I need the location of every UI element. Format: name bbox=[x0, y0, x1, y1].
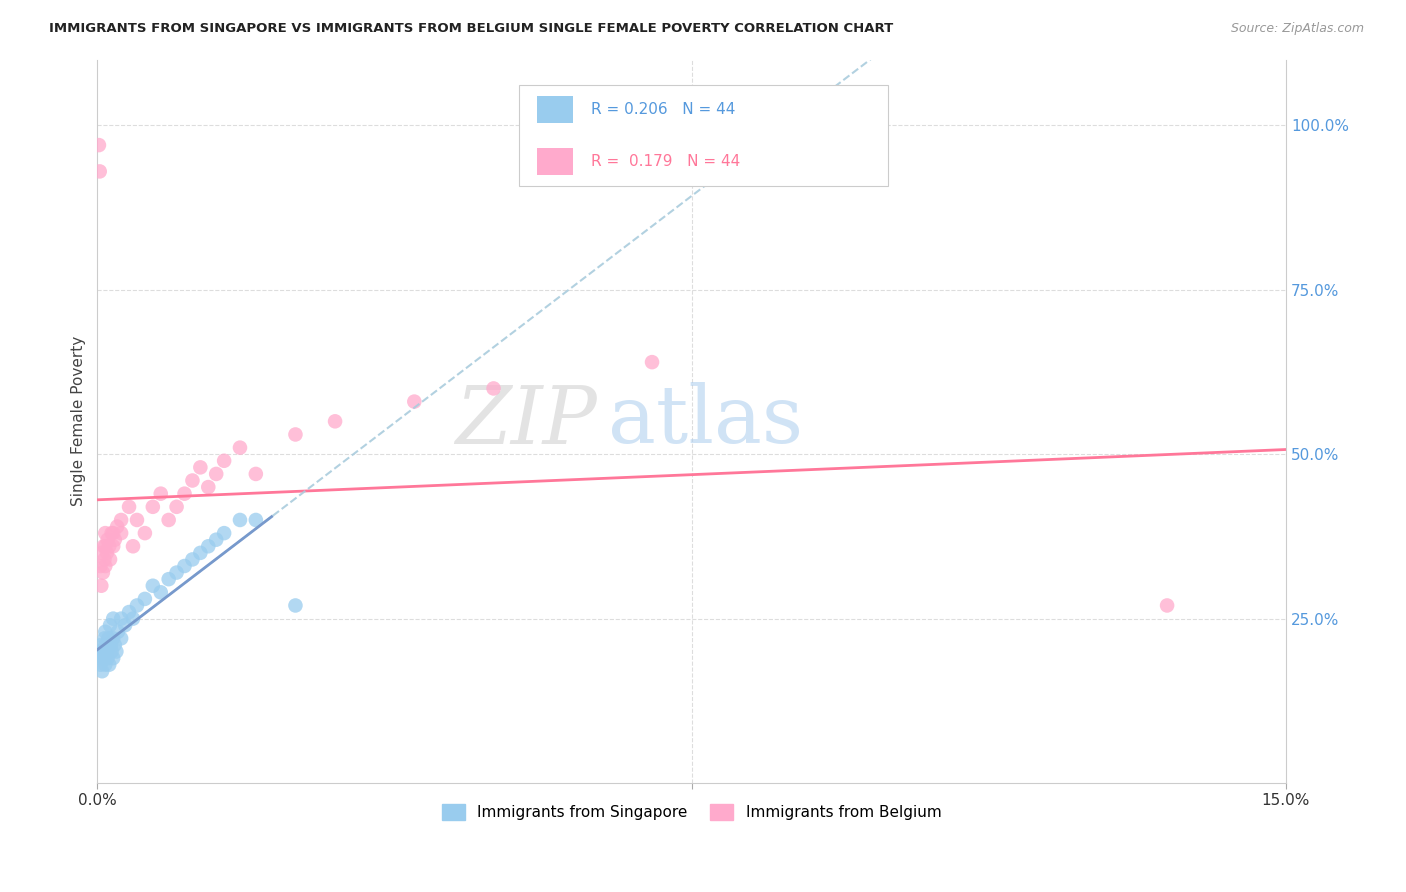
Point bbox=[142, 500, 165, 514]
Point bbox=[110, 526, 132, 541]
Point bbox=[181, 552, 204, 566]
Point bbox=[107, 624, 129, 639]
Point bbox=[98, 539, 121, 553]
Point bbox=[212, 526, 235, 541]
Point bbox=[89, 657, 111, 672]
Point bbox=[157, 513, 180, 527]
Point bbox=[404, 394, 426, 409]
FancyBboxPatch shape bbox=[519, 85, 887, 186]
FancyBboxPatch shape bbox=[537, 148, 572, 176]
Text: atlas: atlas bbox=[609, 383, 804, 460]
Point bbox=[205, 533, 228, 547]
Point bbox=[93, 539, 115, 553]
Point bbox=[89, 164, 111, 178]
Point bbox=[110, 513, 132, 527]
Point bbox=[93, 632, 115, 646]
Point bbox=[87, 651, 110, 665]
Point bbox=[91, 665, 114, 679]
Point bbox=[284, 427, 307, 442]
Point bbox=[125, 599, 148, 613]
Point bbox=[91, 566, 114, 580]
Point bbox=[205, 467, 228, 481]
Point bbox=[110, 612, 132, 626]
Point bbox=[100, 638, 122, 652]
Point bbox=[94, 559, 117, 574]
Point bbox=[105, 519, 128, 533]
Point bbox=[122, 539, 145, 553]
Point bbox=[149, 585, 172, 599]
Point bbox=[96, 546, 118, 560]
Point bbox=[229, 441, 252, 455]
Text: IMMIGRANTS FROM SINGAPORE VS IMMIGRANTS FROM BELGIUM SINGLE FEMALE POVERTY CORRE: IMMIGRANTS FROM SINGAPORE VS IMMIGRANTS … bbox=[49, 22, 893, 36]
Point bbox=[103, 632, 125, 646]
Point bbox=[173, 486, 195, 500]
Point bbox=[97, 632, 120, 646]
Point bbox=[173, 559, 195, 574]
Point bbox=[98, 657, 121, 672]
Point bbox=[103, 539, 125, 553]
Point bbox=[229, 513, 252, 527]
Point bbox=[197, 539, 219, 553]
Point bbox=[105, 644, 128, 658]
Point bbox=[641, 355, 664, 369]
Point bbox=[212, 454, 235, 468]
Point bbox=[1156, 599, 1178, 613]
Point bbox=[110, 632, 132, 646]
Point bbox=[142, 579, 165, 593]
Text: R = 0.206   N = 44: R = 0.206 N = 44 bbox=[591, 102, 735, 117]
Point bbox=[97, 533, 120, 547]
Point bbox=[90, 638, 112, 652]
Point bbox=[91, 644, 114, 658]
Point bbox=[323, 414, 346, 428]
Point bbox=[94, 638, 117, 652]
Point bbox=[125, 513, 148, 527]
Y-axis label: Single Female Poverty: Single Female Poverty bbox=[72, 336, 86, 507]
Point bbox=[166, 500, 188, 514]
Point bbox=[89, 559, 111, 574]
Point bbox=[122, 612, 145, 626]
Legend: Immigrants from Singapore, Immigrants from Belgium: Immigrants from Singapore, Immigrants fr… bbox=[436, 797, 948, 826]
Point bbox=[93, 651, 115, 665]
Point bbox=[87, 138, 110, 153]
Point bbox=[114, 618, 136, 632]
Point bbox=[103, 612, 125, 626]
Point bbox=[104, 533, 127, 547]
Point bbox=[98, 618, 121, 632]
Point bbox=[94, 657, 117, 672]
Point bbox=[245, 513, 267, 527]
Text: Source: ZipAtlas.com: Source: ZipAtlas.com bbox=[1230, 22, 1364, 36]
Point bbox=[89, 644, 111, 658]
Point bbox=[197, 480, 219, 494]
Point bbox=[96, 644, 118, 658]
Point bbox=[482, 381, 505, 395]
Point bbox=[245, 467, 267, 481]
Point bbox=[157, 572, 180, 586]
Point bbox=[98, 552, 121, 566]
Point bbox=[284, 599, 307, 613]
Point bbox=[97, 651, 120, 665]
Point bbox=[118, 500, 141, 514]
Point bbox=[103, 526, 125, 541]
Point bbox=[104, 638, 127, 652]
Point bbox=[149, 486, 172, 500]
Point bbox=[94, 526, 117, 541]
Point bbox=[94, 624, 117, 639]
Point bbox=[100, 526, 122, 541]
Point bbox=[90, 579, 112, 593]
FancyBboxPatch shape bbox=[537, 95, 572, 123]
Point bbox=[134, 526, 156, 541]
Point bbox=[103, 651, 125, 665]
Point bbox=[134, 591, 156, 606]
Point bbox=[118, 605, 141, 619]
Point bbox=[181, 474, 204, 488]
Text: R =  0.179   N = 44: R = 0.179 N = 44 bbox=[591, 154, 740, 169]
Point bbox=[190, 546, 212, 560]
Point bbox=[94, 539, 117, 553]
Point bbox=[166, 566, 188, 580]
Text: ZIP: ZIP bbox=[454, 383, 596, 460]
Point bbox=[93, 552, 115, 566]
Point bbox=[91, 546, 114, 560]
Point bbox=[190, 460, 212, 475]
Point bbox=[100, 644, 122, 658]
